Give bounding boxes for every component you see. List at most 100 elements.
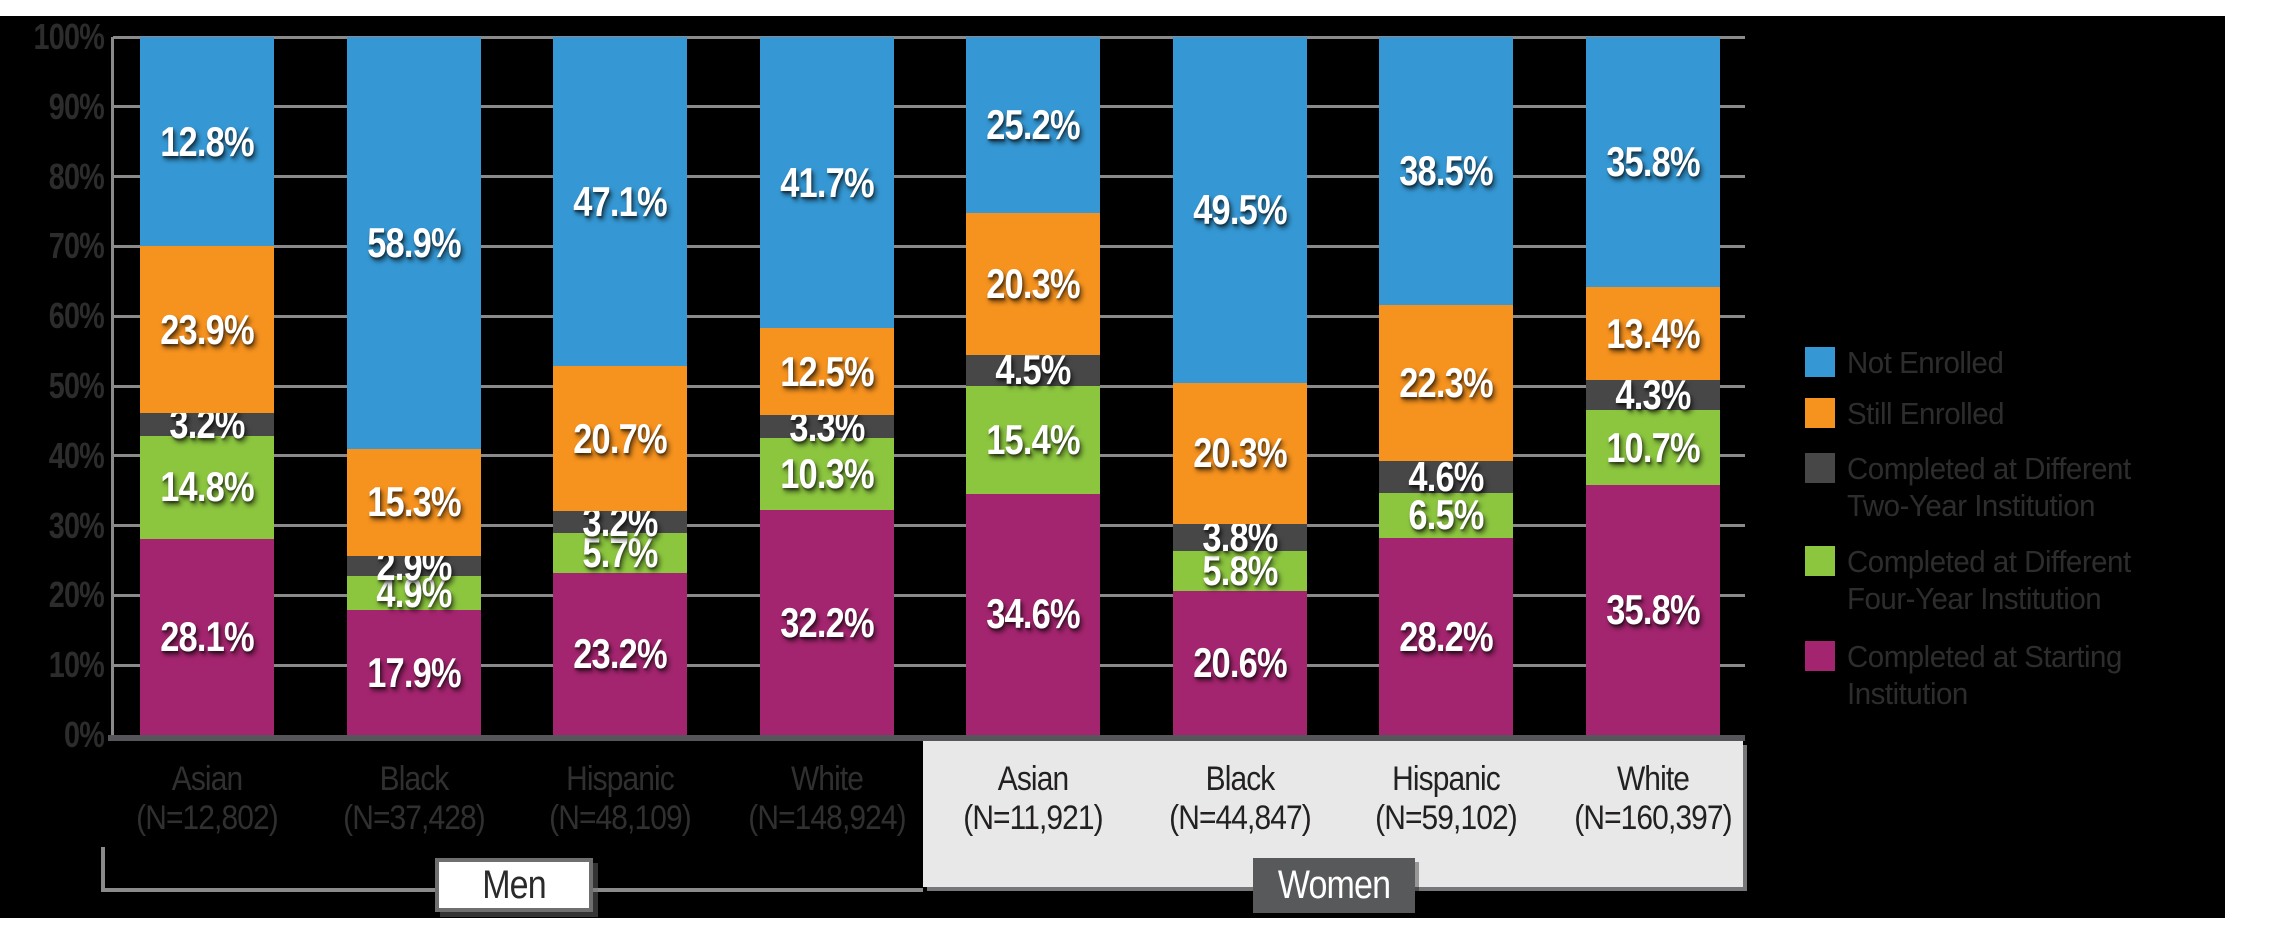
legend-swatch-two_year [1805,453,1835,483]
segment-value-label: 35.8% [1605,137,1700,185]
category-n-count: (N=12,802) [136,799,279,837]
segment-value-label: 10.3% [779,450,874,498]
legend-label-line: Completed at Different [1847,451,2131,486]
bar-men-white: 32.2% 10.3% 3.3% 12.5% 41.7% [759,37,894,735]
category-name: Black [379,760,449,798]
segment-starting: 28.1% [140,538,274,735]
category-n-count: (N=148,924) [747,799,906,837]
gridline-100 [113,35,1745,39]
segment-four_year: 5.8% [1172,547,1307,594]
women-group-label: Women [1277,863,1391,907]
segment-value-label: 20.3% [1192,429,1287,477]
legend-item-four_year: Completed at Different Four-Year Institut… [1805,543,2146,617]
category-name: Asian [997,760,1069,798]
legend-label-line: Four-Year Institution [1847,581,2102,616]
women-group-label-box: Women [1253,858,1415,913]
segment-value-label: 49.5% [1192,185,1287,233]
bar-women-white: 35.8% 10.7% 4.3% 13.4% 35.8% [1585,37,1720,735]
category-label-women-hispanic: Hispanic (N=59,102) [1355,760,1536,838]
segment-not_enrolled: 41.7% [759,37,894,329]
category-n-count: (N=44,847) [1168,799,1312,837]
category-label-men-asian: Asian (N=12,802) [116,760,297,838]
category-n-count: (N=11,921) [963,799,1103,837]
y-tick-label-30: 30% [48,504,105,546]
segment-value-label: 23.9% [160,305,254,353]
segment-starting: 28.2% [1379,538,1513,735]
category-label-men-black: Black (N=37,428) [323,760,504,838]
segment-value-label: 20.3% [986,259,1080,307]
segment-not_enrolled: 25.2% [966,37,1100,213]
category-label-women-black: Black (N=44,847) [1149,760,1330,838]
segment-value-label: 20.6% [1192,639,1287,687]
segment-not_enrolled: 47.1% [553,37,687,367]
y-tick-label-10: 10% [48,644,105,686]
legend-label-line: Not Enrolled [1847,345,2004,380]
segment-value-label: 23.2% [573,630,667,678]
segment-value-label: 17.9% [366,648,461,696]
segment-value-label: 15.3% [366,478,461,526]
legend-label-still: Still Enrolled [1847,395,2005,432]
legend-item-still: Still Enrolled [1805,395,2012,432]
legend-label-line: Two-Year Institution [1847,488,2096,523]
segment-four_year: 5.7% [553,529,687,576]
bar-men-asian: 28.1% 14.8% 3.2% 23.9% 12.8% [140,37,274,735]
y-tick-label-60: 60% [48,295,105,337]
bar-women-hispanic: 28.2% 6.5% 4.6% 22.3% 38.5% [1379,37,1513,735]
bar-men-black: 17.9% 4.9% 2.9% 15.3% 58.9% [346,37,481,735]
legend-swatch-not_enrolled [1805,347,1835,377]
segment-value-label: 6.5% [1408,491,1484,539]
segment-not_enrolled: 35.8% [1585,37,1720,287]
segment-still: 12.5% [759,328,894,416]
segment-value-label: 32.2% [779,598,874,646]
gridline-70 [113,244,1745,248]
segment-value-label: 34.6% [986,590,1080,638]
gridline-60 [113,314,1745,318]
x-axis-baseline [108,735,1745,741]
legend-label-two_year: Completed at Different Two-Year Instituti… [1847,450,2131,524]
category-name: White [790,760,863,798]
segment-value-label: 12.8% [160,117,254,165]
segment-still: 23.9% [140,246,274,414]
legend-label-line: Institution [1847,676,1968,711]
segment-still: 20.7% [553,366,687,511]
legend-item-two_year: Completed at Different Two-Year Instituti… [1805,450,2146,524]
segment-value-label: 47.1% [573,177,667,225]
legend-label-four_year: Completed at Different Four-Year Institut… [1847,543,2131,617]
bar-women-black: 20.6% 5.8% 3.8% 20.3% 49.5% [1172,37,1307,735]
segment-value-label: 35.8% [1605,586,1700,634]
segment-value-label: 41.7% [779,158,874,206]
segment-value-label: 25.2% [986,100,1080,148]
legend-label-not_enrolled: Not Enrolled [1847,344,2004,381]
segment-four_year: 10.7% [1585,410,1720,486]
category-name: Hispanic [1392,760,1501,798]
segment-starting: 32.2% [759,510,894,735]
category-name: White [1616,760,1689,798]
men-group-label-box: Men [435,858,593,912]
bar-women-asian: 34.6% 15.4% 4.5% 20.3% 25.2% [966,37,1100,735]
segment-two_year: 3.2% [140,400,274,447]
segment-still: 22.3% [1379,305,1513,461]
segment-two_year: 3.8% [1172,513,1307,560]
gridline-30 [113,524,1745,528]
segment-four_year: 6.5% [1379,491,1513,539]
bar-men-hispanic: 23.2% 5.7% 3.2% 20.7% 47.1% [553,37,687,735]
segment-value-label: 4.9% [375,568,452,616]
segment-value-label: 20.7% [573,414,667,462]
segment-value-label: 5.8% [1201,546,1278,594]
gridline-90 [113,105,1745,109]
segment-still: 15.3% [346,448,481,556]
segment-starting: 34.6% [966,493,1100,735]
y-axis-line [111,37,114,741]
legend-swatch-still [1805,398,1835,428]
legend-swatch-starting [1805,641,1835,671]
gridline-40 [113,454,1745,458]
segment-not_enrolled: 49.5% [1172,37,1307,383]
category-n-count: (N=59,102) [1375,799,1518,837]
segment-value-label: 15.4% [986,415,1080,463]
y-tick-label-40: 40% [48,434,105,476]
category-label-women-asian: Asian (N=11,921) [942,760,1123,838]
y-tick-label-80: 80% [48,155,105,197]
category-n-count: (N=160,397) [1573,799,1732,837]
legend-label-line: Still Enrolled [1847,396,2005,431]
